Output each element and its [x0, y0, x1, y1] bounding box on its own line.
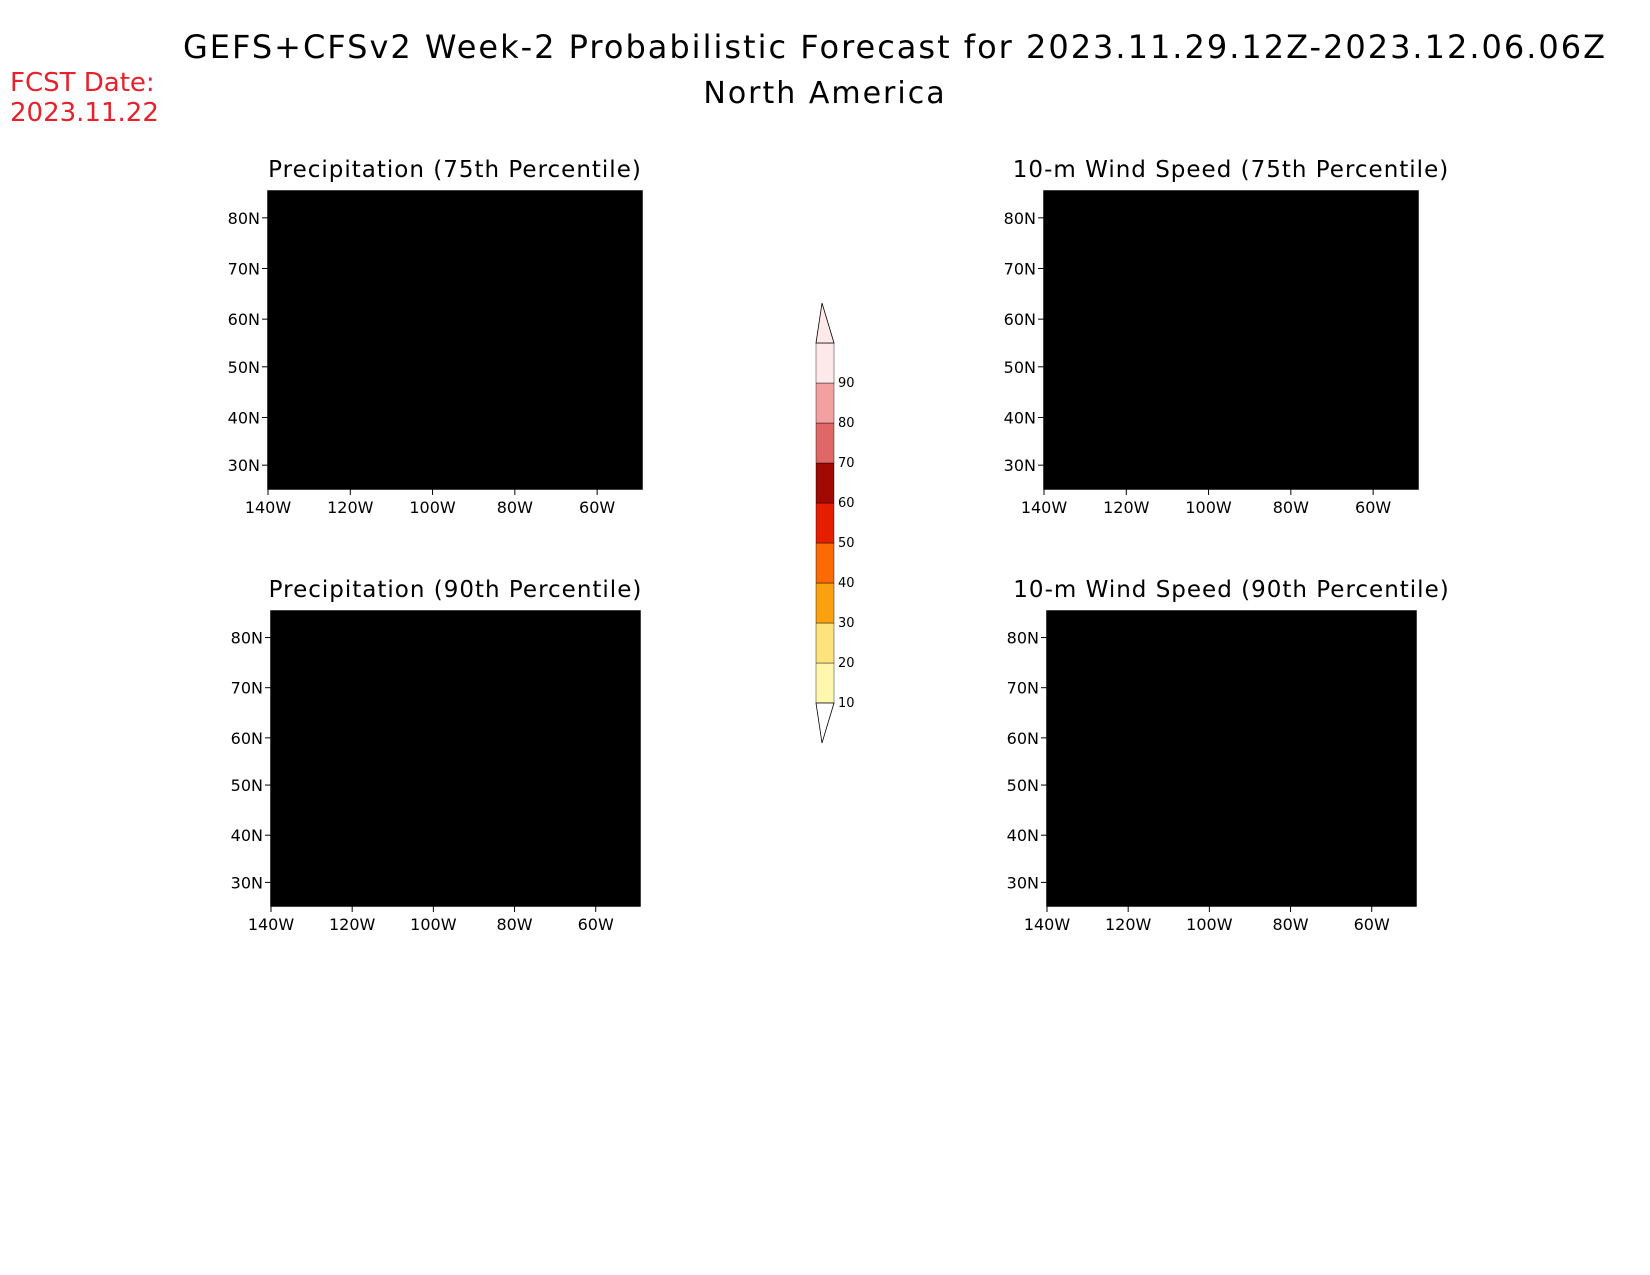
forecast-date-value: 2023.11.22	[10, 98, 159, 128]
lon-tick-label: 100W	[410, 915, 457, 934]
colorbar-upper-cap	[815, 302, 835, 344]
lat-tick-label: 50N	[1007, 776, 1039, 795]
lat-tick-label: 60N	[231, 729, 263, 748]
lon-tick-label: 140W	[1024, 915, 1071, 934]
map-frame	[1043, 190, 1419, 490]
coastline	[1044, 194, 1418, 489]
lat-tick-label: 40N	[228, 408, 260, 427]
colorbar-segment	[815, 502, 835, 544]
panel-title: 10-m Wind Speed (75th Percentile)	[1013, 157, 1449, 183]
lon-tick-label: 60W	[1354, 915, 1390, 934]
lat-tick-label: 70N	[228, 259, 260, 278]
probability-field	[1047, 611, 1416, 906]
forecast-date-label: FCST Date:	[10, 68, 155, 98]
colorbar-tick-label: 90	[838, 376, 855, 391]
lat-tick-label: 50N	[231, 776, 263, 795]
probability-field	[271, 611, 640, 906]
panel-title: 10-m Wind Speed (90th Percentile)	[1013, 577, 1449, 603]
colorbar-segment	[815, 662, 835, 704]
lat-tick-label: 30N	[1004, 456, 1036, 475]
lat-tick-label: 40N	[1004, 408, 1036, 427]
colorbar-tick-label: 30	[838, 616, 855, 631]
lat-tick-label: 40N	[231, 826, 263, 845]
lat-tick-label: 60N	[1004, 310, 1036, 329]
colorbar-segment	[815, 622, 835, 664]
map-frame	[1046, 610, 1417, 907]
lon-tick-label: 100W	[1185, 498, 1232, 517]
lon-tick-label: 80W	[1273, 498, 1309, 517]
lon-tick-label: 140W	[245, 498, 292, 517]
colorbar-tick-label: 40	[838, 576, 855, 591]
lon-tick-label: 100W	[409, 498, 456, 517]
colorbar: 10 20 30 40 50 60 70 80 90	[815, 302, 855, 744]
coastline	[268, 194, 642, 489]
colorbar-tick-label: 60	[838, 496, 855, 511]
lon-tick-label: 80W	[496, 915, 532, 934]
lat-tick-label: 30N	[228, 456, 260, 475]
lat-tick-label: 50N	[1004, 358, 1036, 377]
colorbar-segment	[815, 342, 835, 384]
lon-tick-label: 100W	[1186, 915, 1233, 934]
colorbar-lower-cap	[815, 702, 835, 744]
probability-field	[268, 191, 642, 489]
lon-tick-label: 120W	[1105, 915, 1152, 934]
lon-tick-label: 80W	[1272, 915, 1308, 934]
lat-tick-label: 80N	[228, 209, 260, 228]
probability-field	[1044, 191, 1418, 489]
colorbar-tick-label: 50	[838, 536, 855, 551]
figure-subtitle: North America	[703, 76, 947, 111]
lat-tick-label: 70N	[231, 679, 263, 698]
lat-tick-label: 40N	[1007, 826, 1039, 845]
lon-tick-label: 120W	[1103, 498, 1150, 517]
map-frame	[267, 190, 643, 490]
lat-tick-label: 50N	[228, 358, 260, 377]
coastline	[271, 614, 640, 906]
lon-tick-label: 120W	[327, 498, 374, 517]
figure-title: GEFS+CFSv2 Week-2 Probabilistic Forecast…	[182, 28, 1608, 66]
colorbar-segment	[815, 382, 835, 424]
lon-tick-label: 60W	[578, 915, 614, 934]
coastline	[1047, 614, 1416, 906]
lat-tick-label: 80N	[1007, 629, 1039, 648]
colorbar-segment	[815, 462, 835, 504]
panel-title: Precipitation (75th Percentile)	[268, 157, 642, 183]
colorbar-tick-label: 80	[838, 416, 855, 431]
panel-precip-75: Precipitation (75th Percentile) 140W 120W 1…	[228, 157, 643, 517]
map-frame	[270, 610, 641, 907]
lon-tick-label: 140W	[248, 915, 295, 934]
lat-tick-label: 80N	[1004, 209, 1036, 228]
lon-tick-label: 80W	[497, 498, 533, 517]
colorbar-segment	[815, 542, 835, 584]
colorbar-segment	[815, 582, 835, 624]
panel-wind-90: 10-m Wind Speed (90th Percentile) 140W 120…	[1007, 577, 1449, 934]
lon-tick-label: 60W	[1355, 498, 1391, 517]
lon-tick-label: 60W	[579, 498, 615, 517]
lat-tick-label: 30N	[231, 873, 263, 892]
colorbar-tick-label: 20	[838, 656, 855, 671]
lat-tick-label: 70N	[1004, 259, 1036, 278]
colorbar-tick-label: 10	[838, 696, 855, 711]
panel-title: Precipitation (90th Percentile)	[269, 577, 643, 603]
lat-tick-label: 70N	[1007, 679, 1039, 698]
lat-tick-label: 60N	[228, 310, 260, 329]
lon-tick-label: 140W	[1021, 498, 1068, 517]
colorbar-tick-label: 70	[838, 456, 855, 471]
lat-tick-label: 30N	[1007, 873, 1039, 892]
lon-tick-label: 120W	[329, 915, 376, 934]
colorbar-segment	[815, 422, 835, 464]
panel-wind-75: 10-m Wind Speed (75th Percentile) 140W 120…	[1004, 157, 1449, 517]
lat-tick-label: 80N	[231, 629, 263, 648]
panel-precip-90: Precipitation (90th Percentile) 140W 120W 1…	[231, 577, 643, 934]
lat-tick-label: 60N	[1007, 729, 1039, 748]
